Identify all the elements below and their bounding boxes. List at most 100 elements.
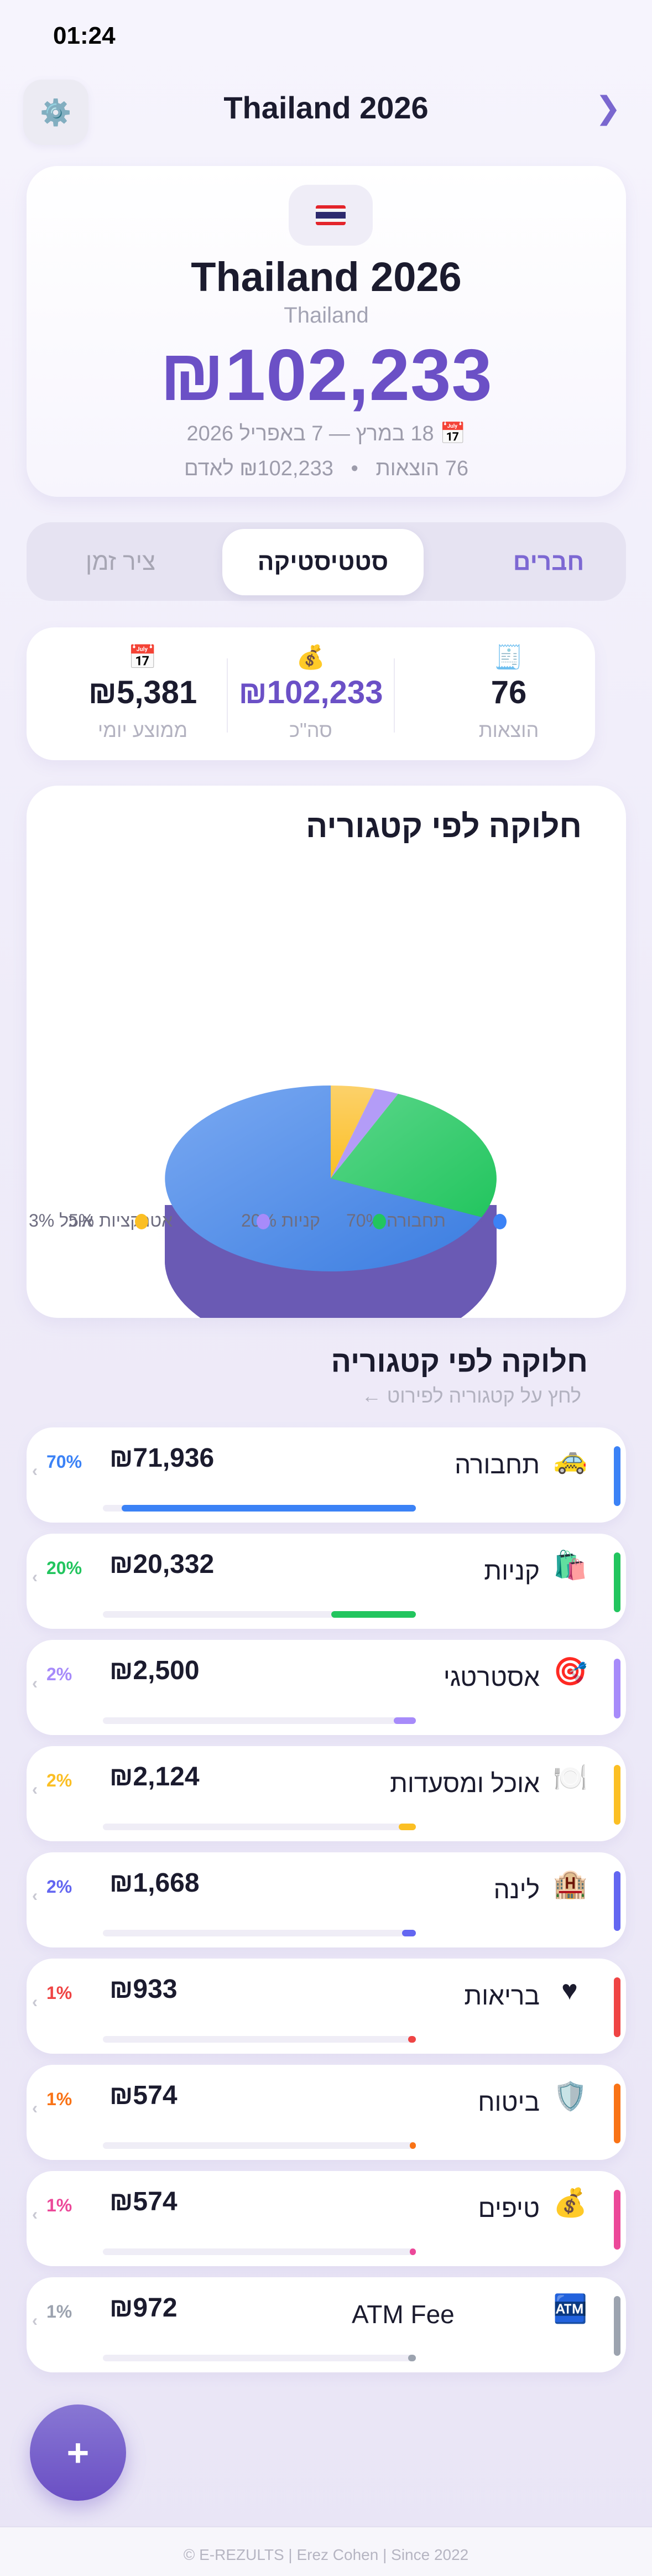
stat-label: סה"כ — [289, 719, 332, 741]
add-expense-button[interactable]: + — [30, 2404, 126, 2501]
stat-expenses: 🧾 76 הוצאות — [426, 644, 592, 742]
category-name: תחבורה — [455, 1450, 540, 1479]
category-card[interactable]: 🚕 תחבורה ₪71,936 70% ‹ — [27, 1427, 626, 1523]
category-progress-fill — [409, 2142, 416, 2149]
category-progress-fill — [408, 2355, 416, 2361]
category-percent: 1% — [46, 2089, 72, 2109]
category-name: קניות — [484, 1556, 540, 1585]
stat-divider — [227, 658, 228, 733]
page-title: Thailand 2026 — [223, 90, 429, 125]
category-progress-fill — [121, 1505, 416, 1512]
expenses-count: 76 הוצאות — [375, 457, 469, 480]
category-accent-bar — [614, 2296, 620, 2356]
category-amount: ₪933 — [109, 1975, 178, 2004]
chevron-left-icon: ‹ — [32, 1887, 38, 1905]
category-accent-bar — [614, 1659, 620, 1718]
category-progress-track — [103, 2036, 416, 2043]
category-chart-card: חלוקה לפי קטגוריה — [27, 786, 626, 1318]
category-card[interactable]: 🎯 אסטרטגי ₪2,500 2% ‹ — [27, 1640, 626, 1735]
category-progress-fill — [401, 1930, 416, 1936]
stat-label: ממוצע יומי — [97, 719, 188, 741]
chevron-left-icon: ‹ — [32, 2205, 38, 2224]
legend-item: אוכל 3% — [29, 1211, 93, 1230]
category-progress-track — [103, 1930, 416, 1936]
chevron-left-icon: ‹ — [32, 1993, 38, 2011]
category-progress-fill — [409, 2248, 416, 2255]
category-progress-track — [103, 1824, 416, 1830]
category-accent-bar — [614, 1977, 620, 2037]
footer: © E-REZULTS | Erez Cohen | Since 2022 — [0, 2526, 652, 2576]
chart-title: חלוקה לפי קטגוריה — [306, 808, 582, 844]
category-progress-fill — [394, 1717, 416, 1724]
legend-dot-attractions — [257, 1214, 270, 1229]
category-percent: 70% — [46, 1452, 82, 1472]
category-progress-track — [103, 1611, 416, 1618]
stat-divider — [394, 658, 395, 733]
category-progress-fill — [331, 1611, 416, 1618]
legend-item: תחבורה 70% — [346, 1211, 446, 1230]
stats-summary-card: 🧾 76 הוצאות 💰 ₪102,233 סה"כ 📅 ₪5,381 ממו… — [27, 627, 595, 760]
tab-statistics[interactable]: סטטיסטיקה — [222, 529, 424, 595]
category-amount: ₪20,332 — [109, 1550, 215, 1579]
category-card[interactable]: 🍽️ אוכל ומסעדות ₪2,124 2% ‹ — [27, 1746, 626, 1841]
chevron-left-icon: ‹ — [32, 1462, 38, 1480]
thailand-flag-icon — [316, 205, 346, 225]
trip-meta: 76 הוצאות • ₪102,233 לאדם — [27, 457, 626, 481]
shopping-bags-icon: 🛍️ — [553, 1550, 588, 1581]
category-progress-track — [103, 1717, 416, 1724]
tab-members[interactable]: חברים — [513, 548, 585, 575]
category-percent: 2% — [46, 1664, 72, 1684]
shield-icon: 🛡️ — [553, 2081, 588, 2112]
target-icon: 🎯 — [553, 1656, 588, 1687]
category-accent-bar — [614, 1446, 620, 1506]
trip-country: Thailand — [284, 303, 369, 328]
category-amount: ₪2,124 — [109, 1762, 200, 1791]
per-person-amount: ₪102,233 לאדם — [184, 457, 333, 480]
chevron-left-icon: ‹ — [32, 1568, 38, 1586]
category-amount: ₪972 — [109, 2293, 178, 2323]
category-percent: 1% — [46, 1983, 72, 2003]
category-card[interactable]: 🏨 לינה ₪1,668 2% ‹ — [27, 1852, 626, 1947]
category-amount: ₪574 — [109, 2187, 178, 2216]
stat-value: ₪102,233 — [238, 674, 383, 710]
category-progress-track — [103, 2355, 416, 2361]
category-name: ביטוח — [478, 2087, 540, 2116]
category-name: לינה — [493, 1875, 540, 1904]
category-name: בריאות — [464, 1981, 540, 2010]
category-card[interactable]: 🛍️ קניות ₪20,332 20% ‹ — [27, 1534, 626, 1629]
plate-icon: 🍽️ — [553, 1762, 588, 1793]
legend-dot-transport — [493, 1214, 507, 1229]
category-card[interactable]: 🏧 ATM Fee ₪972 1% ‹ — [27, 2277, 626, 2372]
legend-item: קניות 20% — [241, 1211, 320, 1230]
legend-dot-food — [135, 1214, 148, 1229]
chevron-left-icon: ‹ — [32, 2099, 38, 2117]
category-amount: ₪1,668 — [109, 1868, 200, 1898]
category-card[interactable]: 🛡️ ביטוח ₪574 1% ‹ — [27, 2065, 626, 2160]
category-amount: ₪2,500 — [109, 1656, 200, 1685]
category-accent-bar — [614, 2084, 620, 2143]
app-header: ⚙️ Thailand 2026 ❯ — [0, 77, 652, 145]
tab-bar: חברים סטטיסטיקה ציר זמן — [27, 522, 626, 601]
category-percent: 20% — [46, 1558, 82, 1578]
meta-separator: • — [351, 457, 358, 480]
category-list: 🚕 תחבורה ₪71,936 70% ‹ 🛍️ קניות ₪20,332 20% ‹ 🎯 אסט… — [27, 1427, 626, 2383]
category-card[interactable]: ♥ בריאות ₪933 1% ‹ — [27, 1959, 626, 2054]
category-accent-bar — [614, 1765, 620, 1825]
trip-total: ₪102,233 — [160, 334, 493, 416]
stat-value: ₪5,381 — [88, 674, 197, 710]
category-accent-bar — [614, 2190, 620, 2250]
stat-value: 76 — [491, 674, 527, 710]
settings-button[interactable]: ⚙️ — [23, 80, 88, 145]
category-percent: 2% — [46, 1877, 72, 1897]
stat-daily-average: 📅 ₪5,381 ממוצע יומי — [60, 644, 226, 742]
category-percent: 1% — [46, 2302, 72, 2321]
tab-timeline[interactable]: ציר זמן — [85, 548, 156, 575]
pie-chart[interactable] — [27, 786, 626, 1318]
chevron-right-icon[interactable]: ❯ — [595, 90, 621, 125]
calendar-icon: 📅 — [128, 644, 158, 670]
flag-badge — [289, 185, 373, 246]
section-title: חלוקה לפי קטגוריה — [331, 1345, 588, 1378]
chevron-left-icon: ‹ — [32, 1674, 38, 1692]
category-accent-bar — [614, 1552, 620, 1612]
category-card[interactable]: 💰 טיפים ₪574 1% ‹ — [27, 2171, 626, 2266]
